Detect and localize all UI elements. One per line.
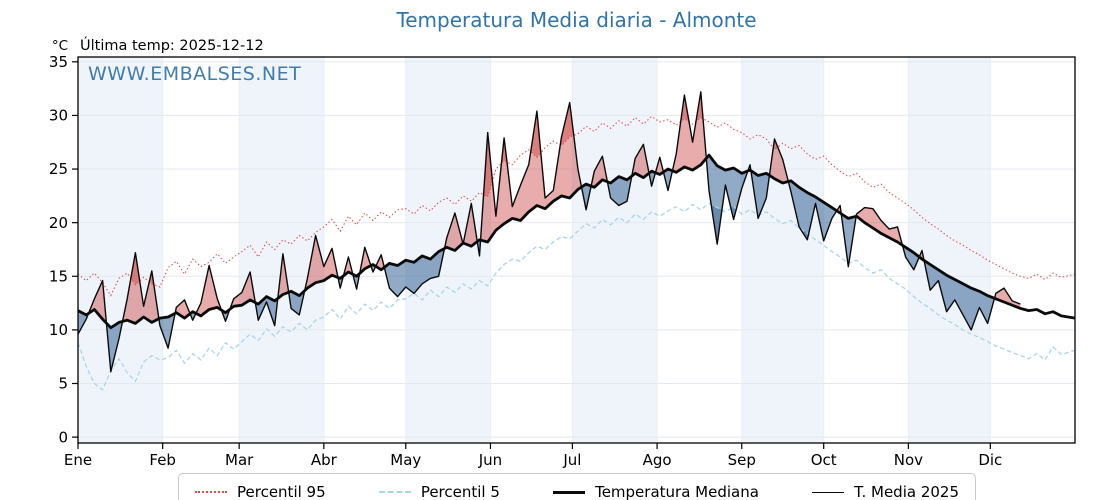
fill-below-median xyxy=(106,321,123,372)
x-tick-label: Mar xyxy=(225,451,254,469)
fill-above-median xyxy=(343,257,353,276)
y-tick-label: 20 xyxy=(49,214,68,232)
legend-label-percentil-95: Percentil 95 xyxy=(237,483,326,500)
last-temp-annotation: Última temp: 2025-12-12 xyxy=(80,38,264,54)
percentil-95-line-sample xyxy=(195,491,227,493)
x-tick-label: Sep xyxy=(728,451,756,469)
fill-below-median xyxy=(788,180,837,241)
x-tick-label: Jul xyxy=(562,451,581,469)
fill-above-median xyxy=(277,253,289,299)
fill-above-median xyxy=(196,265,222,316)
month-band xyxy=(78,57,163,443)
y-tick-label: 0 xyxy=(58,428,68,446)
y-tick-label: 25 xyxy=(49,160,68,178)
t-media-2025-line xyxy=(77,91,1021,373)
fill-above-median xyxy=(994,288,1021,309)
y-tick-label: 30 xyxy=(49,107,68,125)
y-tick-label: 10 xyxy=(49,321,68,339)
fill-below-median xyxy=(581,184,592,210)
legend-label-percentil-5: Percentil 5 xyxy=(420,483,500,500)
x-tick-label: Nov xyxy=(894,451,923,469)
month-band xyxy=(572,57,658,443)
fill-above-p95 xyxy=(501,138,507,164)
fill-above-median xyxy=(769,139,789,183)
month-band xyxy=(405,57,491,443)
legend-item-percentil-95: Percentil 95 xyxy=(195,481,326,500)
fill-above-median xyxy=(88,280,107,324)
legend-label-t-media-2025: T. Media 2025 xyxy=(854,483,959,500)
x-tick-label: Oct xyxy=(811,451,837,469)
fill-below-median xyxy=(750,170,770,219)
y-axis-unit-label: °C xyxy=(51,38,68,54)
fill-below-median xyxy=(663,169,673,191)
fill-above-p95 xyxy=(530,111,541,158)
fill-above-median xyxy=(480,102,582,242)
fill-below-median xyxy=(607,176,632,206)
y-tick-label: 35 xyxy=(49,53,68,71)
fill-below-p5 xyxy=(730,206,737,220)
x-tick-label: Abr xyxy=(311,451,338,469)
fill-below-median xyxy=(158,313,176,349)
fill-below-median xyxy=(649,171,656,187)
x-tick-label: Dic xyxy=(978,451,1002,469)
x-tick-label: Feb xyxy=(149,451,176,469)
watermark: WWW.EMBALSES.NET xyxy=(88,63,302,85)
month-band xyxy=(239,57,324,443)
plot-frame xyxy=(77,56,1076,444)
t-media-2025-line-sample xyxy=(812,491,845,493)
fill-below-median xyxy=(255,296,278,326)
chart-title: Temperatura Media diaria - Almonte xyxy=(396,8,757,32)
fill-below-p5 xyxy=(711,204,722,245)
fill-above-median xyxy=(856,207,903,246)
y-tick-label: 15 xyxy=(49,267,68,285)
mediana-line-sample xyxy=(553,490,586,494)
y-tick-label: 5 xyxy=(58,375,68,393)
fill-below-median xyxy=(841,213,857,267)
legend: Percentil 95 Percentil 5 Temperatura Med… xyxy=(178,473,976,500)
fill-above-p95 xyxy=(680,95,689,122)
fill-above-median xyxy=(655,157,664,175)
month-band xyxy=(908,57,991,443)
fill-above-median xyxy=(463,203,478,247)
fill-below-median xyxy=(352,273,360,290)
x-tick-label: Ene xyxy=(64,451,92,469)
x-tick-label: May xyxy=(390,451,421,469)
fill-above-p95 xyxy=(130,252,140,285)
legend-item-percentil-5: Percentil 5 xyxy=(378,481,500,500)
x-tick-label: Ago xyxy=(643,451,672,469)
legend-item-mediana: Temperatura Mediana xyxy=(553,481,759,500)
legend-item-t-media-2025: T. Media 2025 xyxy=(812,481,959,500)
legend-label-mediana: Temperatura Mediana xyxy=(595,483,759,500)
percentil-5-line xyxy=(77,202,1076,391)
fill-above-median xyxy=(444,213,463,251)
temperatura-mediana-line xyxy=(77,153,1076,330)
fill-below-median xyxy=(384,248,445,297)
month-band xyxy=(741,57,824,443)
x-tick-label: Jun xyxy=(478,451,502,469)
fill-above-p95 xyxy=(483,132,493,197)
fill-below-median xyxy=(902,245,920,270)
fill-below-median xyxy=(706,155,748,245)
percentil-5-line-sample xyxy=(378,491,411,493)
